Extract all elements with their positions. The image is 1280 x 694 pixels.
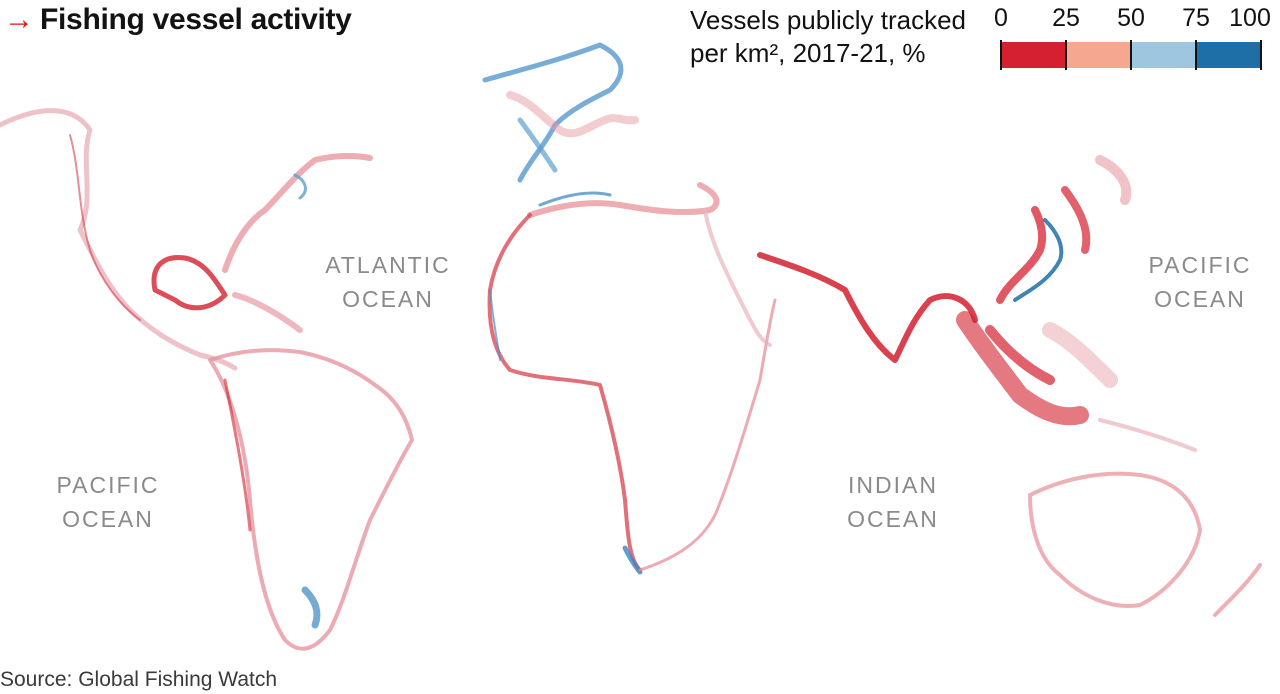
legend-scale: 0 25 50 75 100	[994, 4, 1271, 70]
ocean-label-pacific-east: PACIFIC OCEAN	[1148, 252, 1252, 312]
coast-arabia-india	[757, 252, 978, 363]
legend-tick-mark	[1065, 40, 1067, 70]
arrow-icon: →	[4, 3, 34, 36]
chart-title: Fishing vessel activity	[40, 3, 352, 36]
legend-tick-mark	[1195, 40, 1197, 70]
coast-australia	[1028, 471, 1202, 608]
coast-north-america-east	[222, 152, 373, 273]
coast-south-america	[208, 348, 414, 651]
coast-east-asia-blue	[1013, 218, 1064, 302]
legend-tick-100: 100	[1229, 4, 1271, 32]
legend-title: Vessels publicly tracked per km², 2017-2…	[690, 4, 966, 70]
legend-tick-mark	[1130, 40, 1132, 70]
coast-southeast-asia	[956, 311, 1089, 426]
ocean-label-atlantic: ATLANTIC OCEAN	[325, 252, 451, 312]
chart-header: → Fishing vessel activity	[4, 2, 352, 38]
coast-mediterranean	[527, 182, 720, 218]
legend-swatch-0-25	[1001, 42, 1066, 68]
coast-argentina-blue	[301, 586, 321, 629]
legend-tick-25: 25	[1052, 4, 1080, 32]
legend-swatch-75-100	[1196, 42, 1261, 68]
ocean-label-indian: INDIAN OCEAN	[847, 472, 939, 532]
ocean-label-pacific-west: PACIFIC OCEAN	[56, 472, 160, 532]
legend-tick-mark	[1260, 40, 1262, 70]
coast-north-america-west	[0, 108, 238, 371]
legend-tick-50: 50	[1117, 4, 1145, 32]
coast-east-asia	[996, 206, 1047, 304]
coast-africa-east	[638, 298, 777, 572]
legend-tick-0: 0	[994, 4, 1008, 32]
coast-africa-west	[487, 213, 642, 572]
source-note: Source: Global Fishing Watch	[0, 668, 278, 691]
coast-europe-north	[482, 42, 624, 183]
legend-tick-75: 75	[1182, 4, 1210, 32]
coast-gulf-of-mexico	[151, 254, 228, 311]
legend-title-line2: per km², 2017-21, %	[690, 38, 926, 68]
legend-swatch-25-50	[1066, 42, 1131, 68]
coast-new-zealand	[1213, 563, 1262, 617]
legend-tick-mark	[1000, 40, 1002, 70]
legend-title-line1: Vessels publicly tracked	[690, 5, 967, 35]
legend-swatch-50-75	[1131, 42, 1196, 68]
